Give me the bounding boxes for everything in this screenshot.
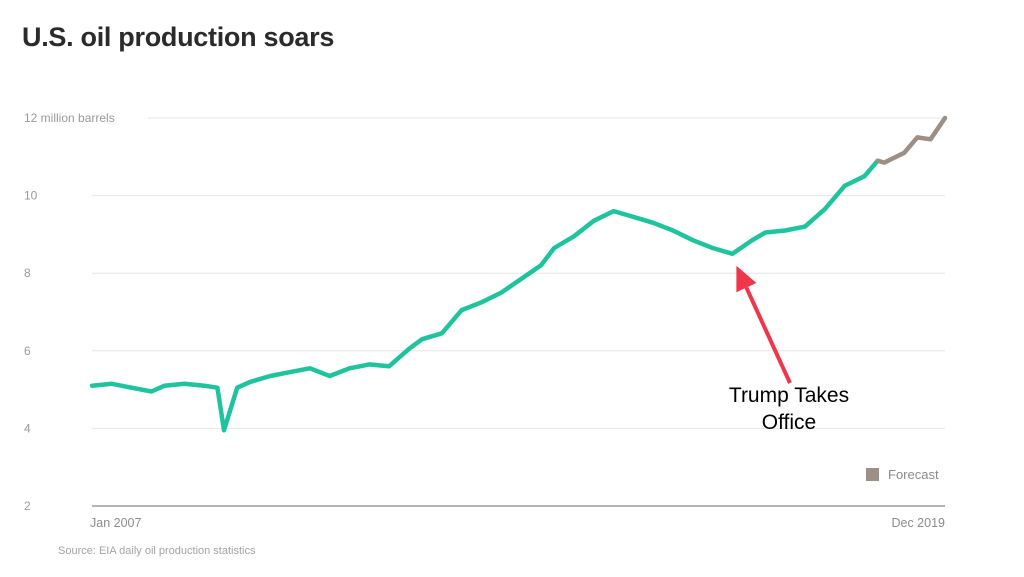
legend-swatch-forecast xyxy=(866,468,879,481)
annotation: Trump Takes Office xyxy=(729,265,849,434)
annotation-arrow-head xyxy=(736,265,757,293)
y-axis-ticks: 12 million barrels 10 8 6 4 2 xyxy=(24,111,115,513)
y-tick-label-6: 6 xyxy=(24,344,31,358)
series-line-forecast xyxy=(875,115,948,165)
grid-layer xyxy=(92,117,945,507)
y-tick-label-12: 12 million barrels xyxy=(24,111,115,125)
legend: Forecast xyxy=(866,467,939,482)
annotation-text-line-1: Trump Takes xyxy=(729,384,849,407)
annotation-arrow-shaft xyxy=(744,286,792,384)
source-note: Source: EIA daily oil production statist… xyxy=(58,545,256,557)
y-tick-label-8: 8 xyxy=(24,266,31,280)
x-tick-label-end: Dec 2019 xyxy=(891,516,945,530)
y-tick-label-4: 4 xyxy=(24,421,31,435)
annotation-text-line-2: Office xyxy=(762,411,816,434)
x-axis: Jan 2007 Dec 2019 xyxy=(90,516,945,530)
y-tick-label-10: 10 xyxy=(24,189,38,203)
y-tick-label-2: 2 xyxy=(24,499,31,513)
chart-title: U.S. oil production soars xyxy=(22,22,335,52)
x-tick-label-start: Jan 2007 xyxy=(90,516,141,530)
legend-label-forecast: Forecast xyxy=(888,467,939,482)
series-line-actual xyxy=(89,158,880,433)
